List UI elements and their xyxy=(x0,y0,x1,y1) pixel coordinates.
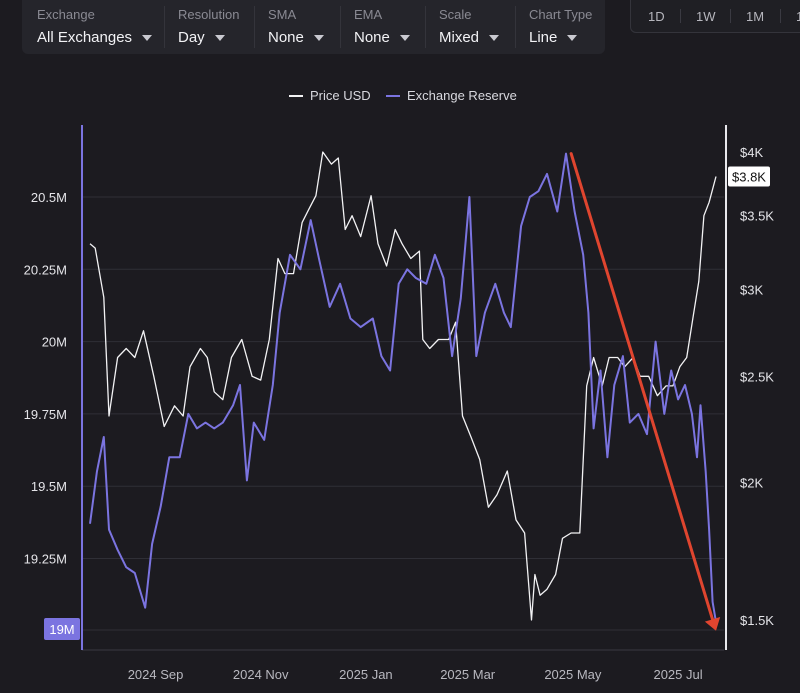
sma-select[interactable]: None xyxy=(268,27,324,49)
toolbar-divider xyxy=(254,6,255,48)
ema-control[interactable]: EMA None xyxy=(354,7,410,49)
right-axis-tick-label: $1.5K xyxy=(740,613,774,628)
x-axis-tick-label: 2024 Nov xyxy=(233,667,289,682)
sma-value: None xyxy=(268,29,304,46)
toolbar-divider xyxy=(515,6,516,48)
scale-value: Mixed xyxy=(439,29,480,46)
right-axis-tick-label: $2K xyxy=(740,476,763,491)
scale-control[interactable]: Scale Mixed xyxy=(439,7,500,49)
sma-control[interactable]: SMA None xyxy=(268,7,324,49)
timeframe-1d-button[interactable]: 1D xyxy=(648,9,665,24)
chevron-down-icon xyxy=(313,35,324,42)
right-axis-tick-label: $2.5K xyxy=(740,369,774,384)
exchange-select[interactable]: All Exchanges xyxy=(37,27,153,49)
x-axis-tick-label: 2025 Jan xyxy=(339,667,393,682)
timeframe-divider xyxy=(730,9,731,23)
x-axis-tick-label: 2024 Sep xyxy=(128,667,184,682)
timeframe-divider xyxy=(680,9,681,23)
current-price-label: $3.8K xyxy=(732,169,766,184)
exchange-value: All Exchanges xyxy=(37,29,133,46)
chevron-down-icon xyxy=(142,35,153,42)
timeframe-1m-button[interactable]: 1M xyxy=(746,9,765,24)
left-axis-tick-label: 19.5M xyxy=(31,479,67,494)
x-axis-tick-label: 2025 Jul xyxy=(653,667,702,682)
chevron-down-icon xyxy=(489,35,500,42)
chart-toolbar: Exchange All Exchanges Resolution Day SM… xyxy=(22,0,605,54)
scale-select[interactable]: Mixed xyxy=(439,27,500,49)
legend-price-label: Price USD xyxy=(310,88,371,103)
resolution-control[interactable]: Resolution Day xyxy=(178,7,239,49)
trend-arrow-head xyxy=(704,616,721,631)
toolbar-divider xyxy=(340,6,341,48)
chevron-down-icon xyxy=(567,35,578,42)
chart-type-value: Line xyxy=(529,29,558,46)
right-axis-tick-label: $4K xyxy=(740,145,763,160)
resolution-select[interactable]: Day xyxy=(178,27,239,49)
resolution-value: Day xyxy=(178,29,205,46)
left-axis-tick-label: 19.25M xyxy=(24,552,67,567)
timeframe-1y-button[interactable]: 1 xyxy=(796,9,800,24)
right-axis-tick-label: $3.5K xyxy=(740,209,774,224)
toolbar-divider xyxy=(425,6,426,48)
ema-value: None xyxy=(354,29,390,46)
current-price-badge xyxy=(728,166,770,187)
x-axis-tick-label: 2025 May xyxy=(544,667,602,682)
current-reserve-label: 19M xyxy=(49,622,74,637)
chart-type-control[interactable]: Chart Type Line xyxy=(529,7,592,49)
trend-arrow-line xyxy=(569,152,715,621)
right-axis-tick-label: $3K xyxy=(740,282,763,297)
timeframe-1w-button[interactable]: 1W xyxy=(696,9,716,24)
ema-select[interactable]: None xyxy=(354,27,410,49)
toolbar-divider xyxy=(164,6,165,48)
left-axis-tick-label: 20M xyxy=(42,335,67,350)
exchange-label: Exchange xyxy=(37,7,95,22)
chevron-down-icon xyxy=(214,35,225,42)
x-axis-tick-label: 2025 Mar xyxy=(440,667,496,682)
current-reserve-badge xyxy=(44,618,80,640)
ema-label: EMA xyxy=(354,7,383,22)
scale-label: Scale xyxy=(439,7,472,22)
chart-type-select[interactable]: Line xyxy=(529,27,592,49)
exchange-reserve-line xyxy=(89,152,717,623)
left-axis-tick-label: 20.5M xyxy=(31,190,67,205)
left-axis-tick-label: 19.75M xyxy=(24,407,67,422)
left-axis-tick-label: 20.25M xyxy=(24,262,67,277)
price-usd-line xyxy=(89,151,717,621)
resolution-label: Resolution xyxy=(178,7,240,22)
timeframe-selector: 1D 1W 1M 1 xyxy=(630,0,800,33)
chart-type-label: Chart Type xyxy=(529,7,593,22)
exchange-control[interactable]: Exchange All Exchanges xyxy=(37,7,153,49)
chevron-down-icon xyxy=(399,35,410,42)
sma-label: SMA xyxy=(268,7,297,22)
timeframe-divider xyxy=(780,9,781,23)
legend-reserve-label: Exchange Reserve xyxy=(407,88,517,103)
